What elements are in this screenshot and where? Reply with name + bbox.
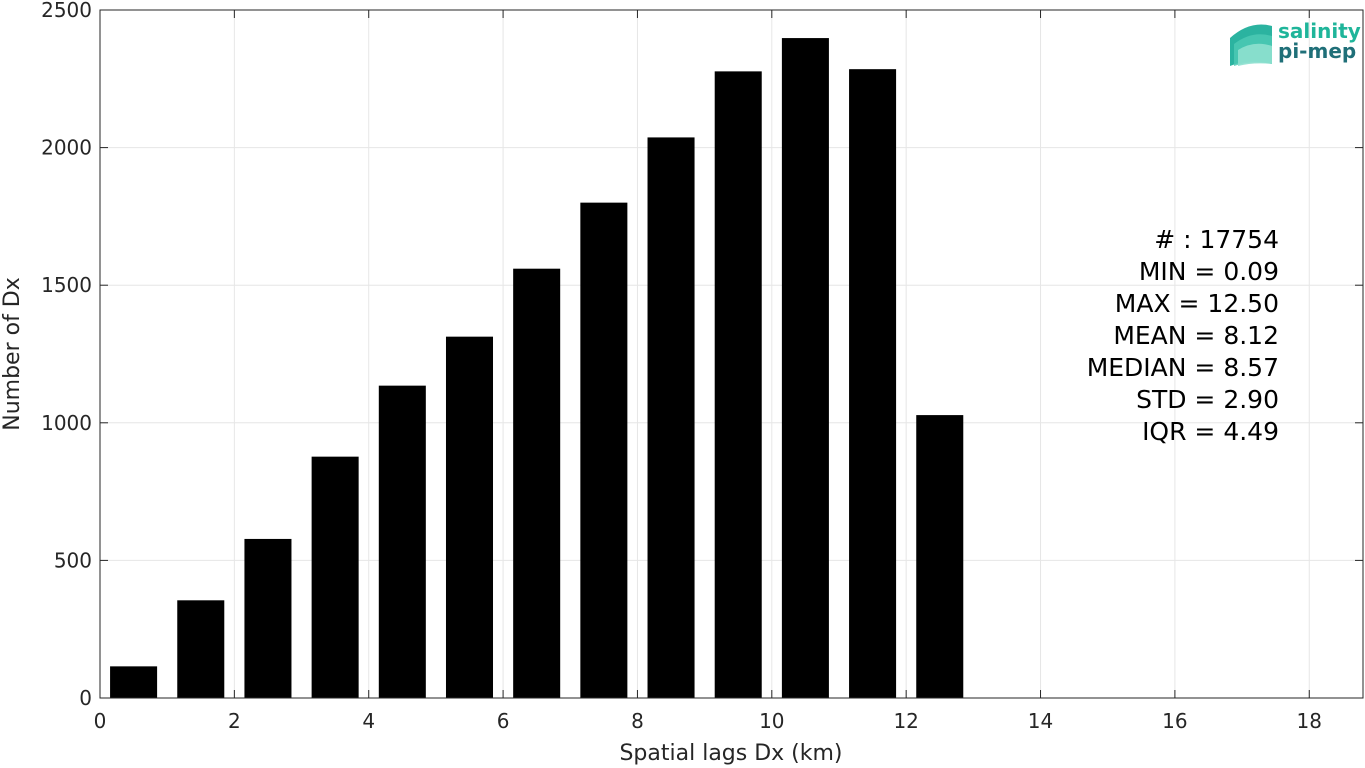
histogram-bar bbox=[916, 415, 964, 698]
histogram-bar bbox=[781, 38, 829, 699]
stats-annotation: # : 17754 MIN = 0.09 MAX = 12.50 MEAN = 8.1… bbox=[1087, 225, 1279, 446]
y-tick-label: 2000 bbox=[41, 136, 92, 160]
axes bbox=[99, 9, 1364, 699]
x-tick-label: 16 bbox=[1162, 709, 1187, 733]
y-tick-label: 1000 bbox=[41, 411, 92, 435]
y-axis-title: Number of Dx bbox=[0, 277, 25, 431]
x-tick-label: 6 bbox=[497, 709, 510, 733]
x-tick-label: 0 bbox=[94, 709, 107, 733]
histogram-bar bbox=[647, 137, 695, 698]
y-tick-label: 0 bbox=[79, 686, 92, 710]
x-tick-label: 4 bbox=[362, 709, 375, 733]
logo-text-pi-mep: pi-mep bbox=[1278, 39, 1356, 63]
histogram-bar bbox=[714, 71, 762, 698]
axes-box bbox=[99, 9, 1364, 699]
salinity-pi-mep-logo: salinity pi-mep bbox=[1230, 19, 1361, 66]
y-tick-label: 500 bbox=[54, 548, 92, 572]
histogram-bar bbox=[110, 666, 158, 698]
stats-line: MEDIAN = 8.57 bbox=[1087, 353, 1279, 382]
stats-line: MIN = 0.09 bbox=[1139, 257, 1279, 286]
histogram-bar bbox=[378, 385, 426, 698]
histogram-bar bbox=[445, 336, 494, 698]
x-axis-title: Spatial lags Dx (km) bbox=[619, 741, 842, 766]
y-tick-labels: 0 500 1000 1500 2000 2500 bbox=[41, 0, 92, 710]
y-tick-label: 1500 bbox=[41, 273, 92, 297]
histogram-bar bbox=[513, 268, 561, 698]
stats-line: IQR = 4.49 bbox=[1142, 417, 1279, 446]
histogram-bar bbox=[580, 202, 628, 698]
logo-text-salinity: salinity bbox=[1278, 19, 1361, 43]
x-tick-label: 2 bbox=[228, 709, 241, 733]
x-tick-labels: 0 2 4 6 8 10 12 14 16 18 bbox=[94, 709, 1322, 733]
stats-line: STD = 2.90 bbox=[1136, 385, 1279, 414]
histogram-bar bbox=[849, 69, 897, 699]
x-tick-label: 12 bbox=[893, 709, 918, 733]
x-tick-label: 18 bbox=[1297, 709, 1322, 733]
x-tick-label: 8 bbox=[631, 709, 644, 733]
x-tick-label: 14 bbox=[1028, 709, 1053, 733]
stats-line: # : 17754 bbox=[1154, 225, 1279, 254]
bars bbox=[110, 38, 964, 699]
histogram-bar bbox=[244, 538, 292, 698]
stats-line: MEAN = 8.12 bbox=[1113, 321, 1279, 350]
stats-line: MAX = 12.50 bbox=[1115, 289, 1279, 318]
x-tick-label: 10 bbox=[759, 709, 784, 733]
wave-logo-icon bbox=[1230, 24, 1272, 66]
histogram-bar bbox=[177, 600, 225, 698]
histogram-bar bbox=[311, 456, 359, 698]
y-tick-label: 2500 bbox=[41, 0, 92, 22]
